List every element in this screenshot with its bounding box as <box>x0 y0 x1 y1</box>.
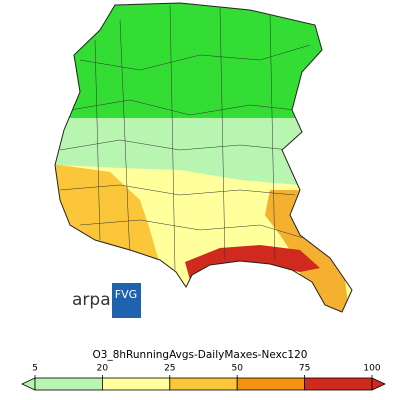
zone-orange-west <box>55 165 160 265</box>
colorbar-tick-label: 50 <box>231 364 243 374</box>
colorbar: 5 20 25 50 75 100 <box>21 364 386 391</box>
municipal-borders <box>59 4 311 271</box>
zone-orange-east <box>265 190 350 312</box>
colorbar-under <box>21 377 36 391</box>
colorbar-tick-label: 100 <box>363 364 380 374</box>
colorbar-tick-label: 20 <box>97 364 109 374</box>
colorbar-tick-label: 75 <box>299 364 310 374</box>
colorbar-title: O3_8hRunningAvgs-DailyMaxes-Nexc120 <box>93 349 308 361</box>
colorbar-segment <box>34 377 103 391</box>
zone-green <box>55 3 352 118</box>
colorbar-segment <box>169 377 238 391</box>
logo-text: arpa <box>72 290 111 310</box>
colorbar-tick-label: 25 <box>164 364 175 374</box>
logo-text: FVG <box>115 288 137 301</box>
region-outline <box>54 2 353 313</box>
colorbar-tick-label: 5 <box>32 364 38 374</box>
colorbar-segment <box>236 377 305 391</box>
logo-box <box>112 283 141 318</box>
colorbar-over <box>371 377 386 391</box>
colorbar-segment <box>102 377 171 391</box>
colorbar-segment <box>304 377 373 391</box>
